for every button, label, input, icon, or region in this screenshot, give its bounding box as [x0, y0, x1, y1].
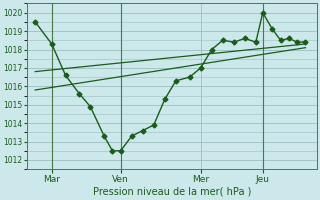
- X-axis label: Pression niveau de la mer( hPa ): Pression niveau de la mer( hPa ): [92, 187, 251, 197]
